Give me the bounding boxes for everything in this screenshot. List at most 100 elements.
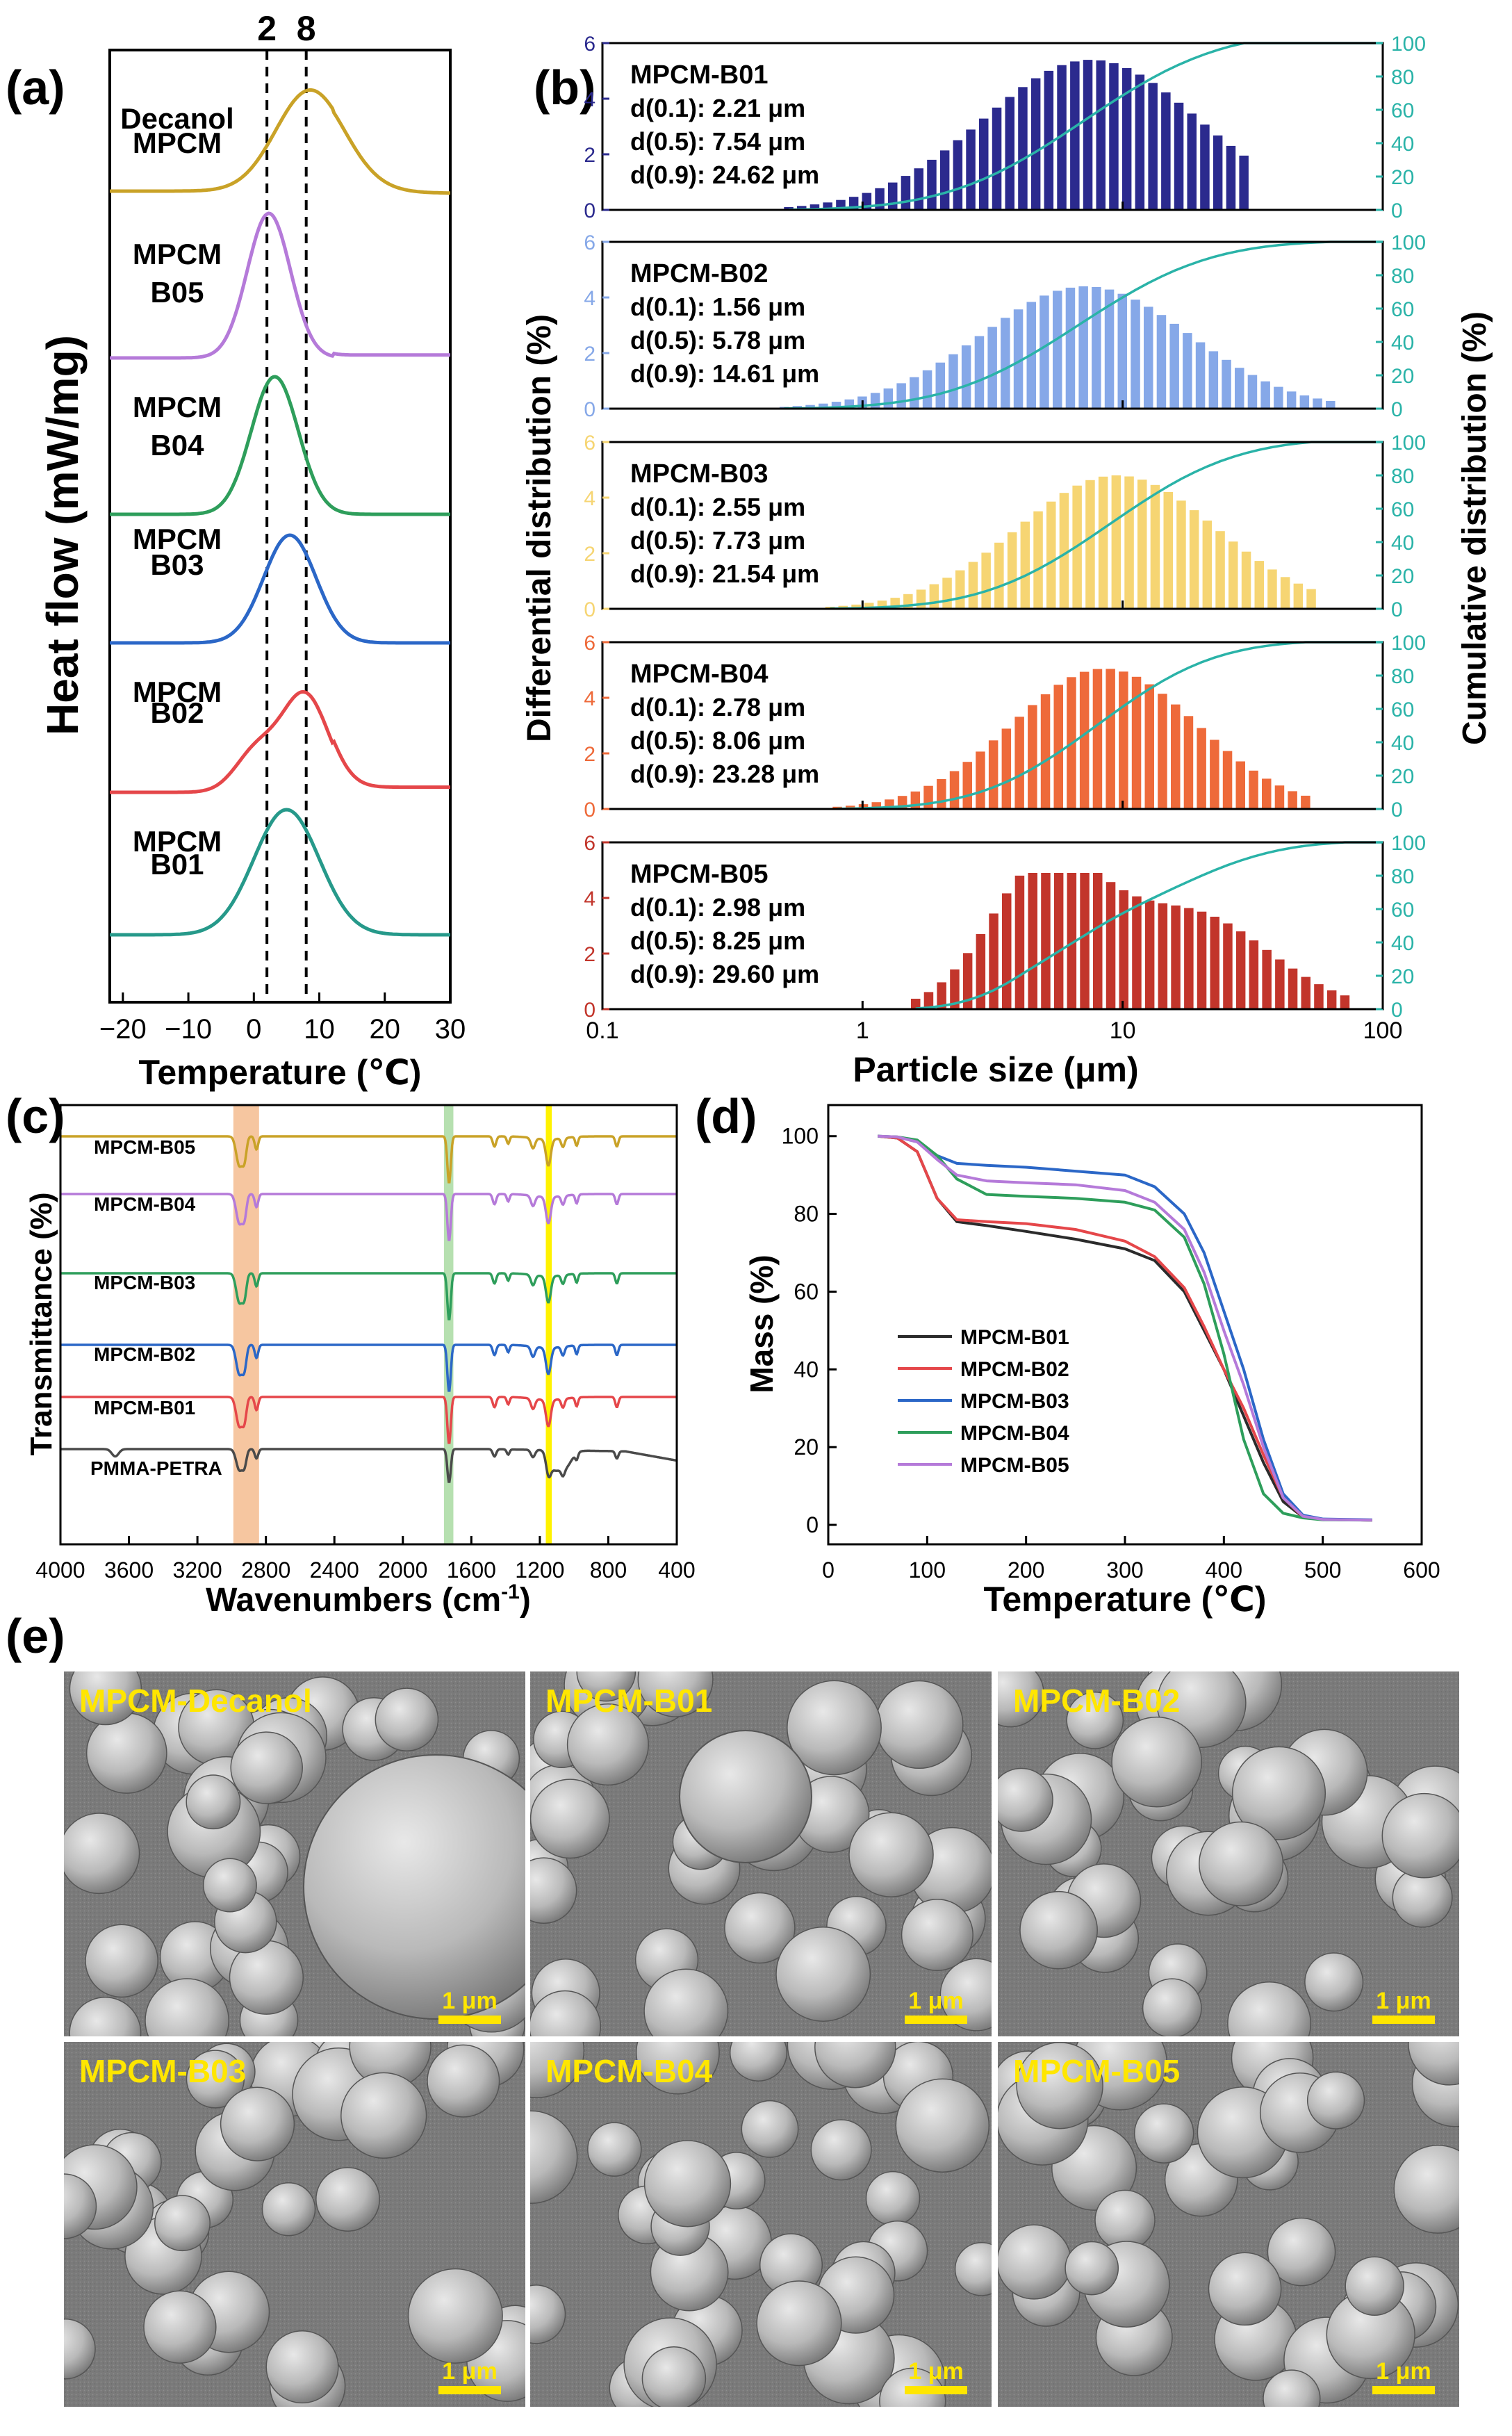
ftir-x-tick-label: 2400 [310, 1558, 359, 1583]
dsc-x-tick-label: 20 [370, 1014, 401, 1045]
sem-image-content [530, 1671, 992, 2036]
sem-label: MPCM-B04 [545, 2053, 713, 2089]
psd-bar [1262, 778, 1272, 809]
psd-plot-frame [601, 641, 1384, 810]
psd-bar [823, 202, 832, 210]
psd-sample-name: MPCM-B02 [630, 259, 768, 288]
psd-bar [966, 129, 976, 210]
psd-bar [1174, 102, 1184, 210]
psd-x-tick-label: 0.1 [586, 1017, 618, 1044]
psd-right-tick-label: 60 [1391, 298, 1414, 321]
ftir-series-label: PMMA-PETRA [90, 1457, 222, 1479]
ftir-x-tick-label: 4000 [35, 1558, 85, 1583]
psd-plot-frame [601, 841, 1384, 1011]
ftir-x-tick-label: 400 [658, 1558, 695, 1583]
psd-bar [1150, 484, 1160, 609]
dsc-curve-label: MPCM [133, 825, 222, 858]
psd-left-tick-label: 6 [584, 33, 595, 56]
psd-bar [896, 383, 906, 409]
psd-bar [927, 159, 937, 210]
psd-bar [1235, 368, 1244, 409]
sem-particle [154, 2195, 211, 2252]
sem-particle [69, 1997, 142, 2036]
psd-right-tick-label: 0 [1391, 398, 1403, 421]
sem-particle [530, 1990, 602, 2036]
psd-bar [1098, 476, 1108, 609]
psd-bar [1313, 398, 1322, 409]
psd-d05: d(0.5): 8.25 μm [630, 926, 805, 955]
dsc-x-tick-label: 10 [304, 1014, 335, 1045]
psd-bar [1210, 739, 1219, 809]
psd-bar [1001, 728, 1012, 809]
sem-scale-label: 1 μm [442, 2358, 497, 2385]
tga-curve-3 [878, 1134, 1372, 1521]
psd-bar [937, 982, 946, 1009]
psd-bar [1104, 289, 1115, 409]
psd-right-tick-label: 60 [1391, 99, 1414, 122]
ftir-chart: MPCM-B05 MPCM-B04 MPCM-B03 MPCM-B02 MPCM-B01… [24, 1104, 696, 1619]
sem-image-content [530, 2042, 992, 2407]
dsc-reference-label: 8 [297, 9, 316, 48]
psd-bar [1340, 995, 1350, 1009]
psd-right-tick-label: 20 [1391, 965, 1414, 988]
psd-bar [1124, 476, 1134, 609]
psd-left-tick-label: 0 [584, 199, 595, 222]
psd-bar [888, 182, 898, 210]
psd-left-tick-label: 4 [584, 88, 595, 111]
ftir-x-axis-label: Wavenumbers (cm-1) [206, 1580, 531, 1619]
tga-x-tick-label: 600 [1403, 1558, 1440, 1583]
dsc-curve-3 [110, 375, 450, 516]
psd-bar [1222, 359, 1231, 409]
psd-bar [1228, 541, 1238, 609]
sem-scale-bar [438, 2016, 501, 2024]
psd-d01: d(0.1): 1.56 μm [630, 293, 805, 321]
dsc-curve-6 [110, 808, 450, 937]
psd-bar [1096, 60, 1106, 211]
tga-legend-label: MPCM-B03 [960, 1390, 1069, 1413]
psd-bar [1078, 286, 1088, 409]
psd-bar [1288, 968, 1298, 1009]
dsc-curve-label: MPCM [133, 238, 222, 270]
ftir-series-label: MPCM-B05 [94, 1136, 195, 1158]
sem-scale-label: 1 μm [442, 1988, 497, 2014]
sem-particle [303, 1754, 525, 2020]
psd-bar [1183, 333, 1192, 409]
psd-cumulative-curve [784, 240, 1383, 410]
psd-right-tick-label: 40 [1391, 932, 1414, 955]
psd-bar [1131, 676, 1142, 809]
psd-right-tick-label: 0 [1391, 598, 1403, 621]
sem-particle [69, 1671, 142, 1726]
sem-image-2: MPCM-B01 1 μm [530, 1671, 992, 2036]
psd-bar [1262, 949, 1272, 1009]
psd-plot-frame [601, 42, 1384, 211]
psd-bar [1028, 705, 1037, 809]
psd-right-tick-label: 20 [1391, 166, 1414, 189]
psd-bar [1119, 890, 1128, 1009]
sem-particle [64, 2173, 97, 2239]
psd-bar [922, 370, 932, 409]
psd-bar [1053, 291, 1062, 409]
psd-bar [1092, 669, 1103, 809]
dsc-curve-label: MPCM [133, 676, 222, 708]
psd-d09: d(0.9): 21.54 μm [630, 559, 819, 588]
psd-bar [911, 999, 921, 1009]
psd-bar [1067, 873, 1077, 1009]
psd-bar [1222, 751, 1233, 809]
tga-curve-4 [878, 1134, 1372, 1522]
psd-right-tick-label: 80 [1391, 665, 1414, 688]
psd-right-tick-label: 0 [1391, 999, 1403, 1022]
sem-particle [1199, 1821, 1284, 1906]
dsc-curve-5 [110, 689, 450, 794]
psd-bar [1226, 145, 1236, 210]
psd-bar [1144, 684, 1154, 809]
psd-bar [1033, 511, 1043, 609]
psd-bar [1007, 532, 1017, 609]
sem-particle [1019, 1890, 1098, 1970]
psd-bar [1200, 124, 1210, 210]
tga-x-tick-label: 300 [1106, 1558, 1143, 1583]
psd-right-tick-label: 20 [1391, 565, 1414, 588]
sem-scale-label: 1 μm [908, 1988, 963, 2014]
psd-left-tick-label: 6 [584, 231, 595, 254]
